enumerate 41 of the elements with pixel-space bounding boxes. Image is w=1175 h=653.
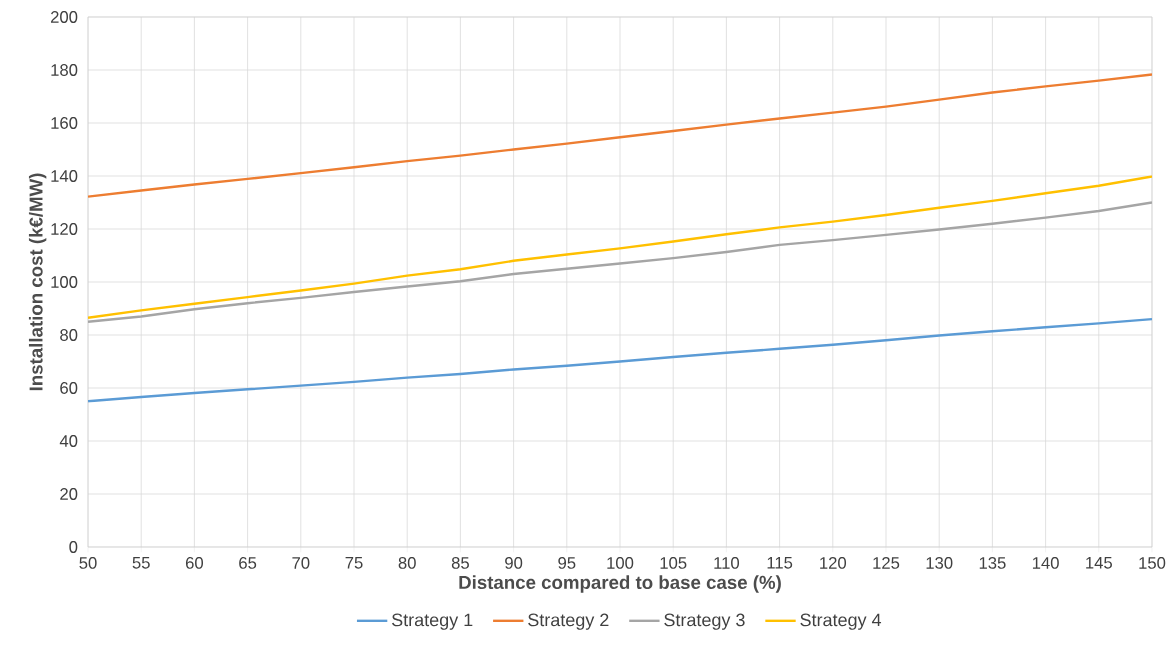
line-series [88, 317, 1152, 403]
y-tick-label: 140 [51, 170, 78, 182]
x-tick-label: 125 [873, 557, 900, 569]
y-tick-label: 160 [51, 117, 78, 129]
y-tick-label: 40 [59, 435, 78, 447]
x-tick-label: 85 [451, 557, 469, 569]
y-tick-label: 200 [50, 11, 78, 23]
x-tick-label: 75 [345, 557, 363, 569]
x-tick-label: 110 [714, 557, 740, 569]
x-tick-label: 90 [505, 557, 523, 569]
y-tick-label: 120 [51, 223, 78, 235]
x-tick-label: 80 [398, 557, 416, 569]
x-tick-label: 145 [1086, 557, 1112, 569]
line-series [88, 73, 1152, 198]
x-tick-label: 140 [1032, 557, 1059, 569]
x-tick-label: 100 [607, 557, 634, 569]
x-tick-label: 60 [185, 557, 204, 569]
x-tick-label: 115 [767, 557, 793, 569]
y-tick-label: 80 [60, 329, 78, 341]
x-tick-label: 135 [979, 557, 1006, 569]
legend-label: Strategy 4 [800, 613, 882, 630]
x-tick-label: 150 [1139, 557, 1166, 569]
y-tick-label: 0 [69, 541, 78, 553]
line-series [88, 175, 1152, 319]
x-tick-label: 130 [926, 557, 953, 569]
x-axis-title: Distance compared to base case (%) [459, 575, 781, 593]
x-tick-label: 70 [292, 557, 310, 569]
x-tick-label: 120 [820, 557, 847, 569]
y-tick-label: 100 [51, 276, 78, 288]
x-tick-label: 50 [79, 557, 97, 569]
x-tick-label: 55 [132, 557, 150, 569]
y-tick-label: 20 [60, 488, 78, 500]
y-axis-title: Installation cost (k€/MW) [28, 173, 47, 391]
x-tick-label: 65 [239, 557, 257, 569]
legend-label: Strategy 2 [528, 613, 609, 630]
x-tick-label: 95 [558, 557, 576, 569]
y-tick-label: 180 [51, 64, 78, 76]
y-tick-label: 60 [60, 382, 78, 394]
legend-label: Strategy 1 [391, 613, 473, 630]
x-tick-label: 105 [660, 557, 687, 569]
legend-label: Strategy 3 [664, 613, 745, 630]
